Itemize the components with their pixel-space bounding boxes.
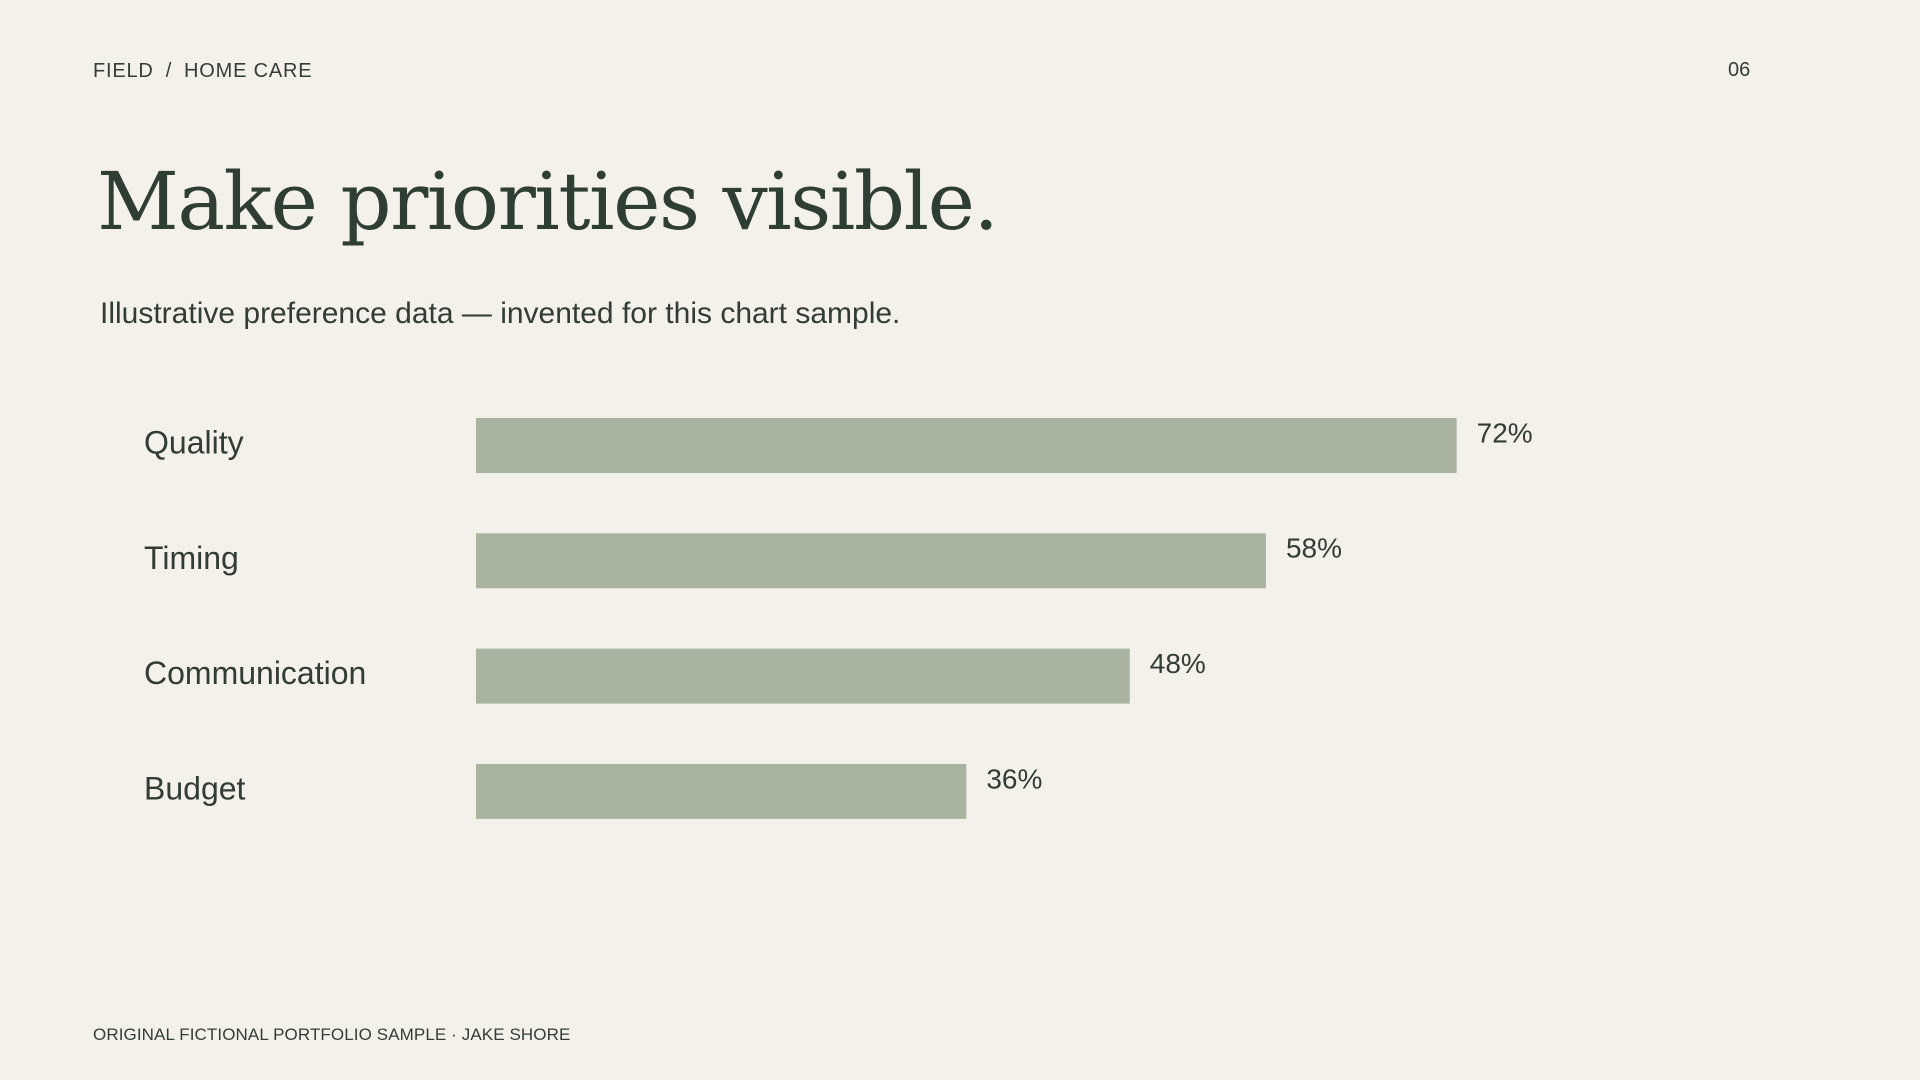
- bar-budget: [476, 763, 967, 819]
- value-label-quality: 72%: [1477, 417, 1533, 448]
- category-label-budget: Budget: [144, 770, 246, 806]
- bar-communication: [476, 648, 1130, 704]
- breadcrumb-separator: /: [165, 60, 173, 82]
- category-label-communication: Communication: [144, 655, 366, 691]
- bar-quality: [476, 418, 1457, 473]
- breadcrumb: FIELD / HOME CARE: [93, 58, 312, 84]
- category-label-quality: Quality: [144, 424, 244, 460]
- category-label-timing: Timing: [144, 540, 239, 576]
- footer-credit: ORIGINAL FICTIONAL PORTFOLIO SAMPLE · JA…: [93, 1025, 571, 1044]
- value-label-budget: 36%: [986, 763, 1042, 794]
- chart-subtitle: Illustrative preference data — invented …: [100, 297, 901, 330]
- value-label-communication: 48%: [1150, 648, 1206, 679]
- breadcrumb-item-field: FIELD: [93, 60, 154, 82]
- breadcrumb-item-home-care: HOME CARE: [184, 60, 313, 82]
- page-title: Make priorities visible.: [97, 155, 999, 248]
- bar-timing: [476, 533, 1266, 589]
- value-label-timing: 58%: [1286, 533, 1342, 564]
- page-number: 06: [1728, 59, 1751, 81]
